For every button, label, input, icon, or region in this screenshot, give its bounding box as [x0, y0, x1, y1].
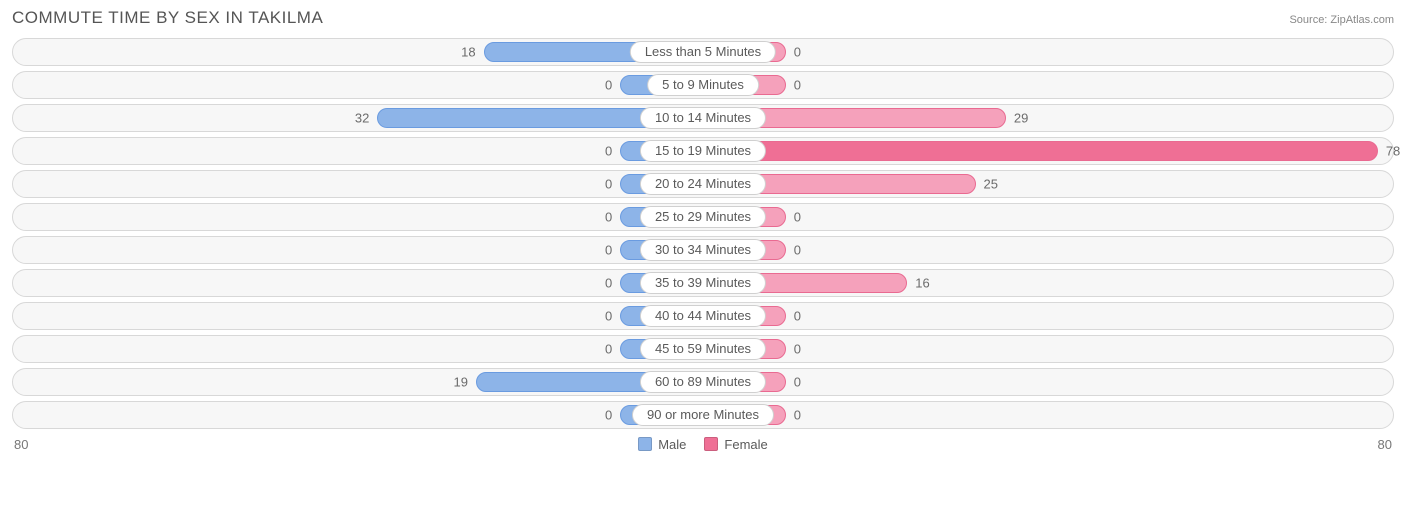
chart-row: 0 0 25 to 29 Minutes	[12, 203, 1394, 231]
female-value: 0	[794, 243, 801, 258]
male-value: 0	[605, 276, 612, 291]
male-value: 32	[355, 111, 369, 126]
male-swatch-icon	[638, 437, 652, 451]
female-value: 0	[794, 408, 801, 423]
female-value: 0	[794, 210, 801, 225]
diverging-bar-chart: 18 0 Less than 5 Minutes 0 0 5 to 9 Minutes 32…	[12, 38, 1394, 429]
category-label: 5 to 9 Minutes	[647, 74, 759, 96]
chart-row: 0 16 35 to 39 Minutes	[12, 269, 1394, 297]
female-swatch-icon	[704, 437, 718, 451]
legend-item-female: Female	[704, 437, 767, 452]
female-value: 25	[984, 177, 998, 192]
female-value: 16	[915, 276, 929, 291]
category-label: 60 to 89 Minutes	[640, 371, 766, 393]
category-label: 30 to 34 Minutes	[640, 239, 766, 261]
axis-max-left: 80	[14, 437, 28, 452]
female-bar	[703, 141, 1378, 161]
category-label: 15 to 19 Minutes	[640, 140, 766, 162]
chart-title: COMMUTE TIME BY SEX IN TAKILMA	[12, 8, 323, 28]
chart-row: 32 29 10 to 14 Minutes	[12, 104, 1394, 132]
category-label: 45 to 59 Minutes	[640, 338, 766, 360]
male-value: 0	[605, 144, 612, 159]
category-label: 90 or more Minutes	[632, 404, 774, 426]
category-label: 20 to 24 Minutes	[640, 173, 766, 195]
chart-row: 07815 to 19 Minutes	[12, 137, 1394, 165]
legend-label-male: Male	[658, 437, 686, 452]
category-label: Less than 5 Minutes	[630, 41, 776, 63]
chart-footer: 80 Male Female 80	[12, 434, 1394, 454]
male-value: 18	[461, 45, 475, 60]
category-label: 40 to 44 Minutes	[640, 305, 766, 327]
male-value: 0	[605, 210, 612, 225]
female-value: 78	[1386, 144, 1400, 159]
male-value: 0	[605, 243, 612, 258]
female-value: 0	[794, 375, 801, 390]
male-value: 19	[454, 375, 468, 390]
male-value: 0	[605, 342, 612, 357]
male-value: 0	[605, 408, 612, 423]
chart-row: 19 0 60 to 89 Minutes	[12, 368, 1394, 396]
chart-source: Source: ZipAtlas.com	[1289, 14, 1394, 26]
female-value: 0	[794, 342, 801, 357]
female-value: 0	[794, 309, 801, 324]
legend-item-male: Male	[638, 437, 686, 452]
chart-row: 0 0 45 to 59 Minutes	[12, 335, 1394, 363]
chart-header: COMMUTE TIME BY SEX IN TAKILMA Source: Z…	[12, 8, 1394, 28]
legend: Male Female	[638, 437, 768, 452]
chart-row: 0 0 90 or more Minutes	[12, 401, 1394, 429]
male-value: 0	[605, 309, 612, 324]
chart-row: 0 0 5 to 9 Minutes	[12, 71, 1394, 99]
chart-row: 0 0 30 to 34 Minutes	[12, 236, 1394, 264]
female-value: 0	[794, 45, 801, 60]
legend-label-female: Female	[724, 437, 767, 452]
male-value: 0	[605, 177, 612, 192]
axis-max-right: 80	[1378, 437, 1392, 452]
category-label: 25 to 29 Minutes	[640, 206, 766, 228]
category-label: 10 to 14 Minutes	[640, 107, 766, 129]
chart-row: 0 0 40 to 44 Minutes	[12, 302, 1394, 330]
male-value: 0	[605, 78, 612, 93]
chart-row: 18 0 Less than 5 Minutes	[12, 38, 1394, 66]
female-value: 29	[1014, 111, 1028, 126]
chart-row: 0 25 20 to 24 Minutes	[12, 170, 1394, 198]
category-label: 35 to 39 Minutes	[640, 272, 766, 294]
female-value: 0	[794, 78, 801, 93]
